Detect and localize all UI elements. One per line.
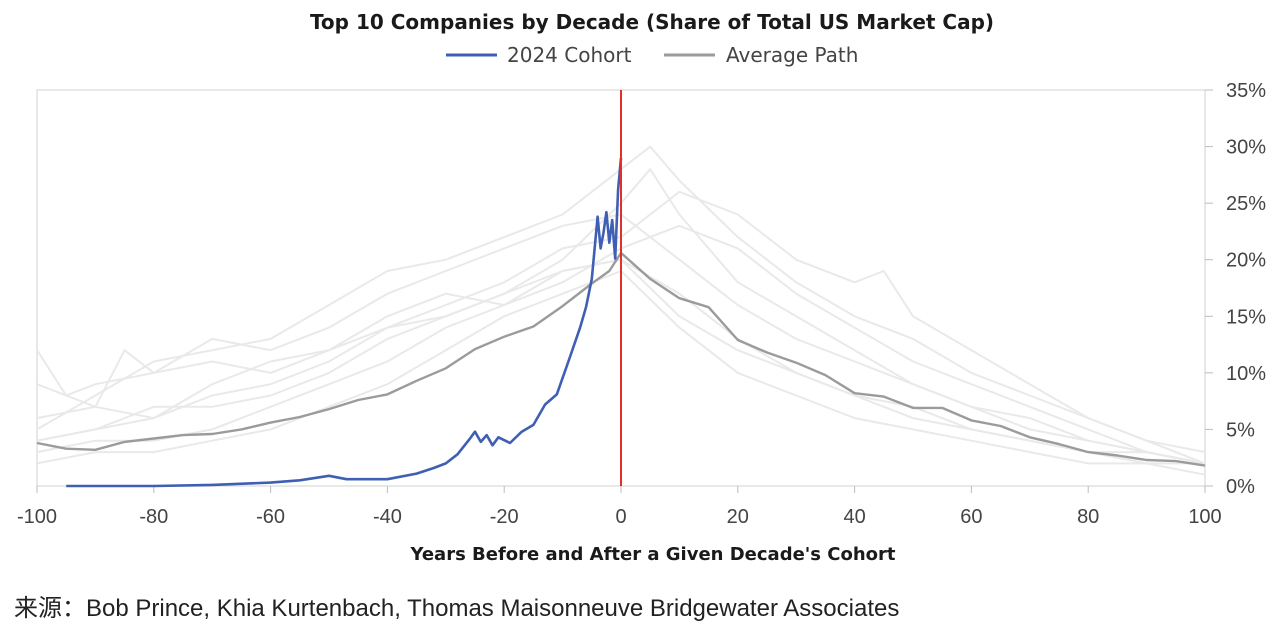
x-tick-label: 100 [1188, 506, 1221, 528]
legend: 2024 Cohort Average Path [446, 43, 858, 67]
x-tick-label: 60 [960, 506, 982, 528]
legend-label-2024-cohort: 2024 Cohort [507, 43, 632, 67]
series-line-average-path [36, 251, 1206, 467]
y-tick-label: 15% [1226, 306, 1266, 328]
x-axis: -100 -80 -60 -40 -20 0 20 40 60 80 100 [17, 486, 1222, 528]
legend-label-average-path: Average Path [726, 43, 858, 67]
x-tick-label: -60 [256, 506, 285, 528]
chart-title: Top 10 Companies by Decade (Share of Tot… [310, 10, 994, 34]
y-tick-label: 30% [1226, 137, 1266, 159]
y-tick-label: 25% [1226, 193, 1266, 215]
x-tick-label: 80 [1077, 506, 1099, 528]
series-line-2024-cohort [66, 157, 623, 488]
series-line-decade-cohort-3 [36, 190, 1206, 465]
x-tick-label: -20 [490, 506, 519, 528]
chart: Top 10 Companies by Decade (Share of Tot… [17, 10, 1266, 565]
y-tick-label: 35% [1226, 80, 1266, 102]
x-axis-label: Years Before and After a Given Decade's … [409, 544, 895, 565]
y-tick-label: 5% [1226, 419, 1255, 441]
x-tick-label: 20 [727, 506, 749, 528]
y-tick-label: 0% [1226, 476, 1255, 498]
y-tick-label: 10% [1226, 363, 1266, 385]
x-tick-label: 0 [615, 506, 626, 528]
y-tick-label: 20% [1226, 250, 1266, 272]
x-tick-label: -40 [373, 506, 402, 528]
series-line-decade-cohort-2 [36, 213, 1206, 465]
x-tick-label: 40 [843, 506, 865, 528]
y-axis: 0% 5% 10% 15% 20% 25% 30% 35% [1205, 80, 1266, 498]
series-line-decade-cohort-7 [36, 168, 1206, 465]
source-note: 来源：Bob Prince, Khia Kurtenbach, Thomas M… [14, 595, 900, 622]
x-tick-label: -80 [139, 506, 168, 528]
x-tick-label: -100 [17, 506, 57, 528]
